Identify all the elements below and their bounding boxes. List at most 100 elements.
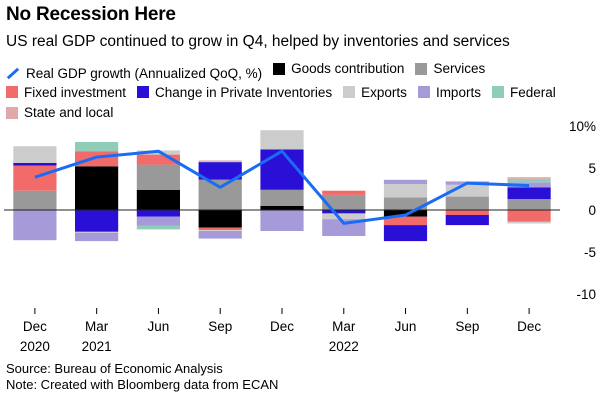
bar-segment — [322, 194, 366, 210]
bar-segment — [198, 210, 242, 228]
x-tick-label: Dec — [270, 319, 294, 334]
chart-legend: Real GDP growth (Annualized QoQ, %) Goods… — [6, 59, 598, 124]
bar-segment — [198, 161, 242, 163]
source-line: Source: Bureau of Economic Analysis — [6, 361, 223, 376]
bar-segment — [507, 210, 551, 222]
chart-plot: 10% 5 0 -5 -10 Dec 2020 Mar 2021 Jun Sep Dec Mar 202… — [4, 119, 596, 354]
bar-segment — [13, 165, 57, 191]
bar-segment — [383, 210, 428, 217]
legend-item: State and local — [6, 103, 113, 122]
legend-swatch — [343, 86, 356, 98]
x-tick-label: Sep — [455, 319, 479, 334]
legend-item: Change in Private Inventories — [137, 83, 332, 102]
bar-segment — [75, 210, 119, 232]
bar-segment — [322, 213, 366, 220]
bar-segment — [383, 184, 428, 198]
legend-label: Real GDP growth (Annualized QoQ, %) — [26, 65, 263, 81]
bar-segment — [136, 226, 180, 230]
bar-segment — [198, 231, 242, 239]
bar-segment — [75, 232, 119, 242]
bar-segment — [383, 216, 428, 226]
x-tick-label: Mar — [85, 319, 109, 334]
bar-segment — [75, 151, 119, 167]
legend-swatch — [273, 62, 286, 75]
bar-segment — [383, 197, 428, 210]
y-tick-label: 10% — [569, 119, 596, 134]
legend-item: Goods contribution — [273, 59, 404, 78]
legend-swatch — [6, 106, 18, 119]
bar-segment — [13, 146, 57, 163]
x-tick-label: 2022 — [329, 339, 359, 354]
x-tick-label: 2021 — [82, 339, 112, 354]
bar-segment — [322, 210, 366, 214]
bar-segment — [136, 216, 180, 226]
bar-segment — [75, 231, 119, 233]
bar-segment — [260, 189, 304, 206]
legend-label: Goods contribution — [291, 61, 405, 76]
legend-label: Change in Private Inventories — [155, 84, 333, 100]
y-tick-label: 5 — [588, 161, 596, 176]
y-axis: 10% 5 0 -5 -10 — [569, 119, 596, 302]
chart-subtitle: US real GDP continued to grow in Q4, hel… — [6, 33, 510, 50]
bar-segment — [75, 166, 119, 210]
bar-layer — [13, 130, 551, 242]
x-tick-label: Sep — [208, 319, 232, 334]
bar-segment — [445, 210, 489, 215]
bar-segment — [198, 162, 242, 180]
source-notes: Source: Bureau of Economic Analysis Note… — [6, 361, 278, 393]
legend-swatch — [6, 86, 18, 98]
legend-label: Exports — [361, 84, 407, 100]
bar-segment — [383, 179, 428, 184]
legend-swatch — [491, 86, 504, 98]
legend-item: Exports — [343, 83, 407, 102]
bar-segment — [13, 190, 57, 210]
x-tick-label: Jun — [395, 319, 417, 334]
legend-label: Services — [433, 61, 486, 76]
bar-segment — [136, 189, 180, 210]
bar-segment — [260, 130, 304, 150]
bar-segment — [260, 205, 304, 210]
bar-segment — [136, 210, 180, 217]
y-tick-label: 0 — [588, 203, 596, 218]
legend-item: Real GDP growth (Annualized QoQ, %) — [6, 64, 262, 83]
legend-label: Imports — [435, 84, 481, 100]
bar-segment — [198, 230, 242, 231]
legend-item: Fixed investment — [6, 83, 126, 102]
bar-segment — [445, 196, 489, 210]
note-line: Note: Created with Bloomberg data from E… — [6, 377, 279, 392]
x-tick-label: Dec — [517, 319, 541, 334]
bar-segment — [383, 225, 428, 242]
gdp-growth-line — [34, 149, 530, 225]
y-tick-label: -5 — [584, 245, 596, 260]
bar-segment — [445, 215, 489, 226]
y-tick-label: -10 — [576, 287, 596, 302]
bar-segment — [75, 142, 119, 152]
bar-segment — [507, 199, 551, 210]
x-tick-label: 2020 — [20, 339, 50, 354]
legend-swatch — [417, 86, 430, 98]
x-tick-label: Dec — [23, 319, 47, 334]
legend-item: Imports — [417, 83, 481, 102]
legend-label: State and local — [24, 105, 114, 120]
legend-label: Fixed investment — [24, 84, 127, 100]
bar-segment — [198, 160, 242, 162]
x-tick-label: Mar — [332, 319, 356, 334]
legend-swatch — [137, 86, 150, 98]
bar-segment — [260, 210, 304, 231]
x-tick-label: Jun — [148, 319, 170, 334]
legend-label: Federal — [509, 84, 556, 100]
bar-segment — [136, 164, 180, 190]
legend-item: Federal — [491, 83, 556, 102]
bar-segment — [13, 163, 57, 166]
bar-segment — [198, 227, 242, 231]
bar-segment — [322, 190, 366, 195]
bar-segment — [507, 178, 551, 183]
chart-title: No Recession Here — [6, 4, 176, 25]
bar-segment — [13, 210, 57, 241]
bar-segment — [136, 154, 180, 165]
bar-segment — [507, 221, 551, 224]
bar-segment — [507, 187, 551, 200]
bar-segment — [445, 184, 489, 197]
legend-swatch — [415, 62, 428, 75]
bar-segment — [198, 179, 242, 210]
